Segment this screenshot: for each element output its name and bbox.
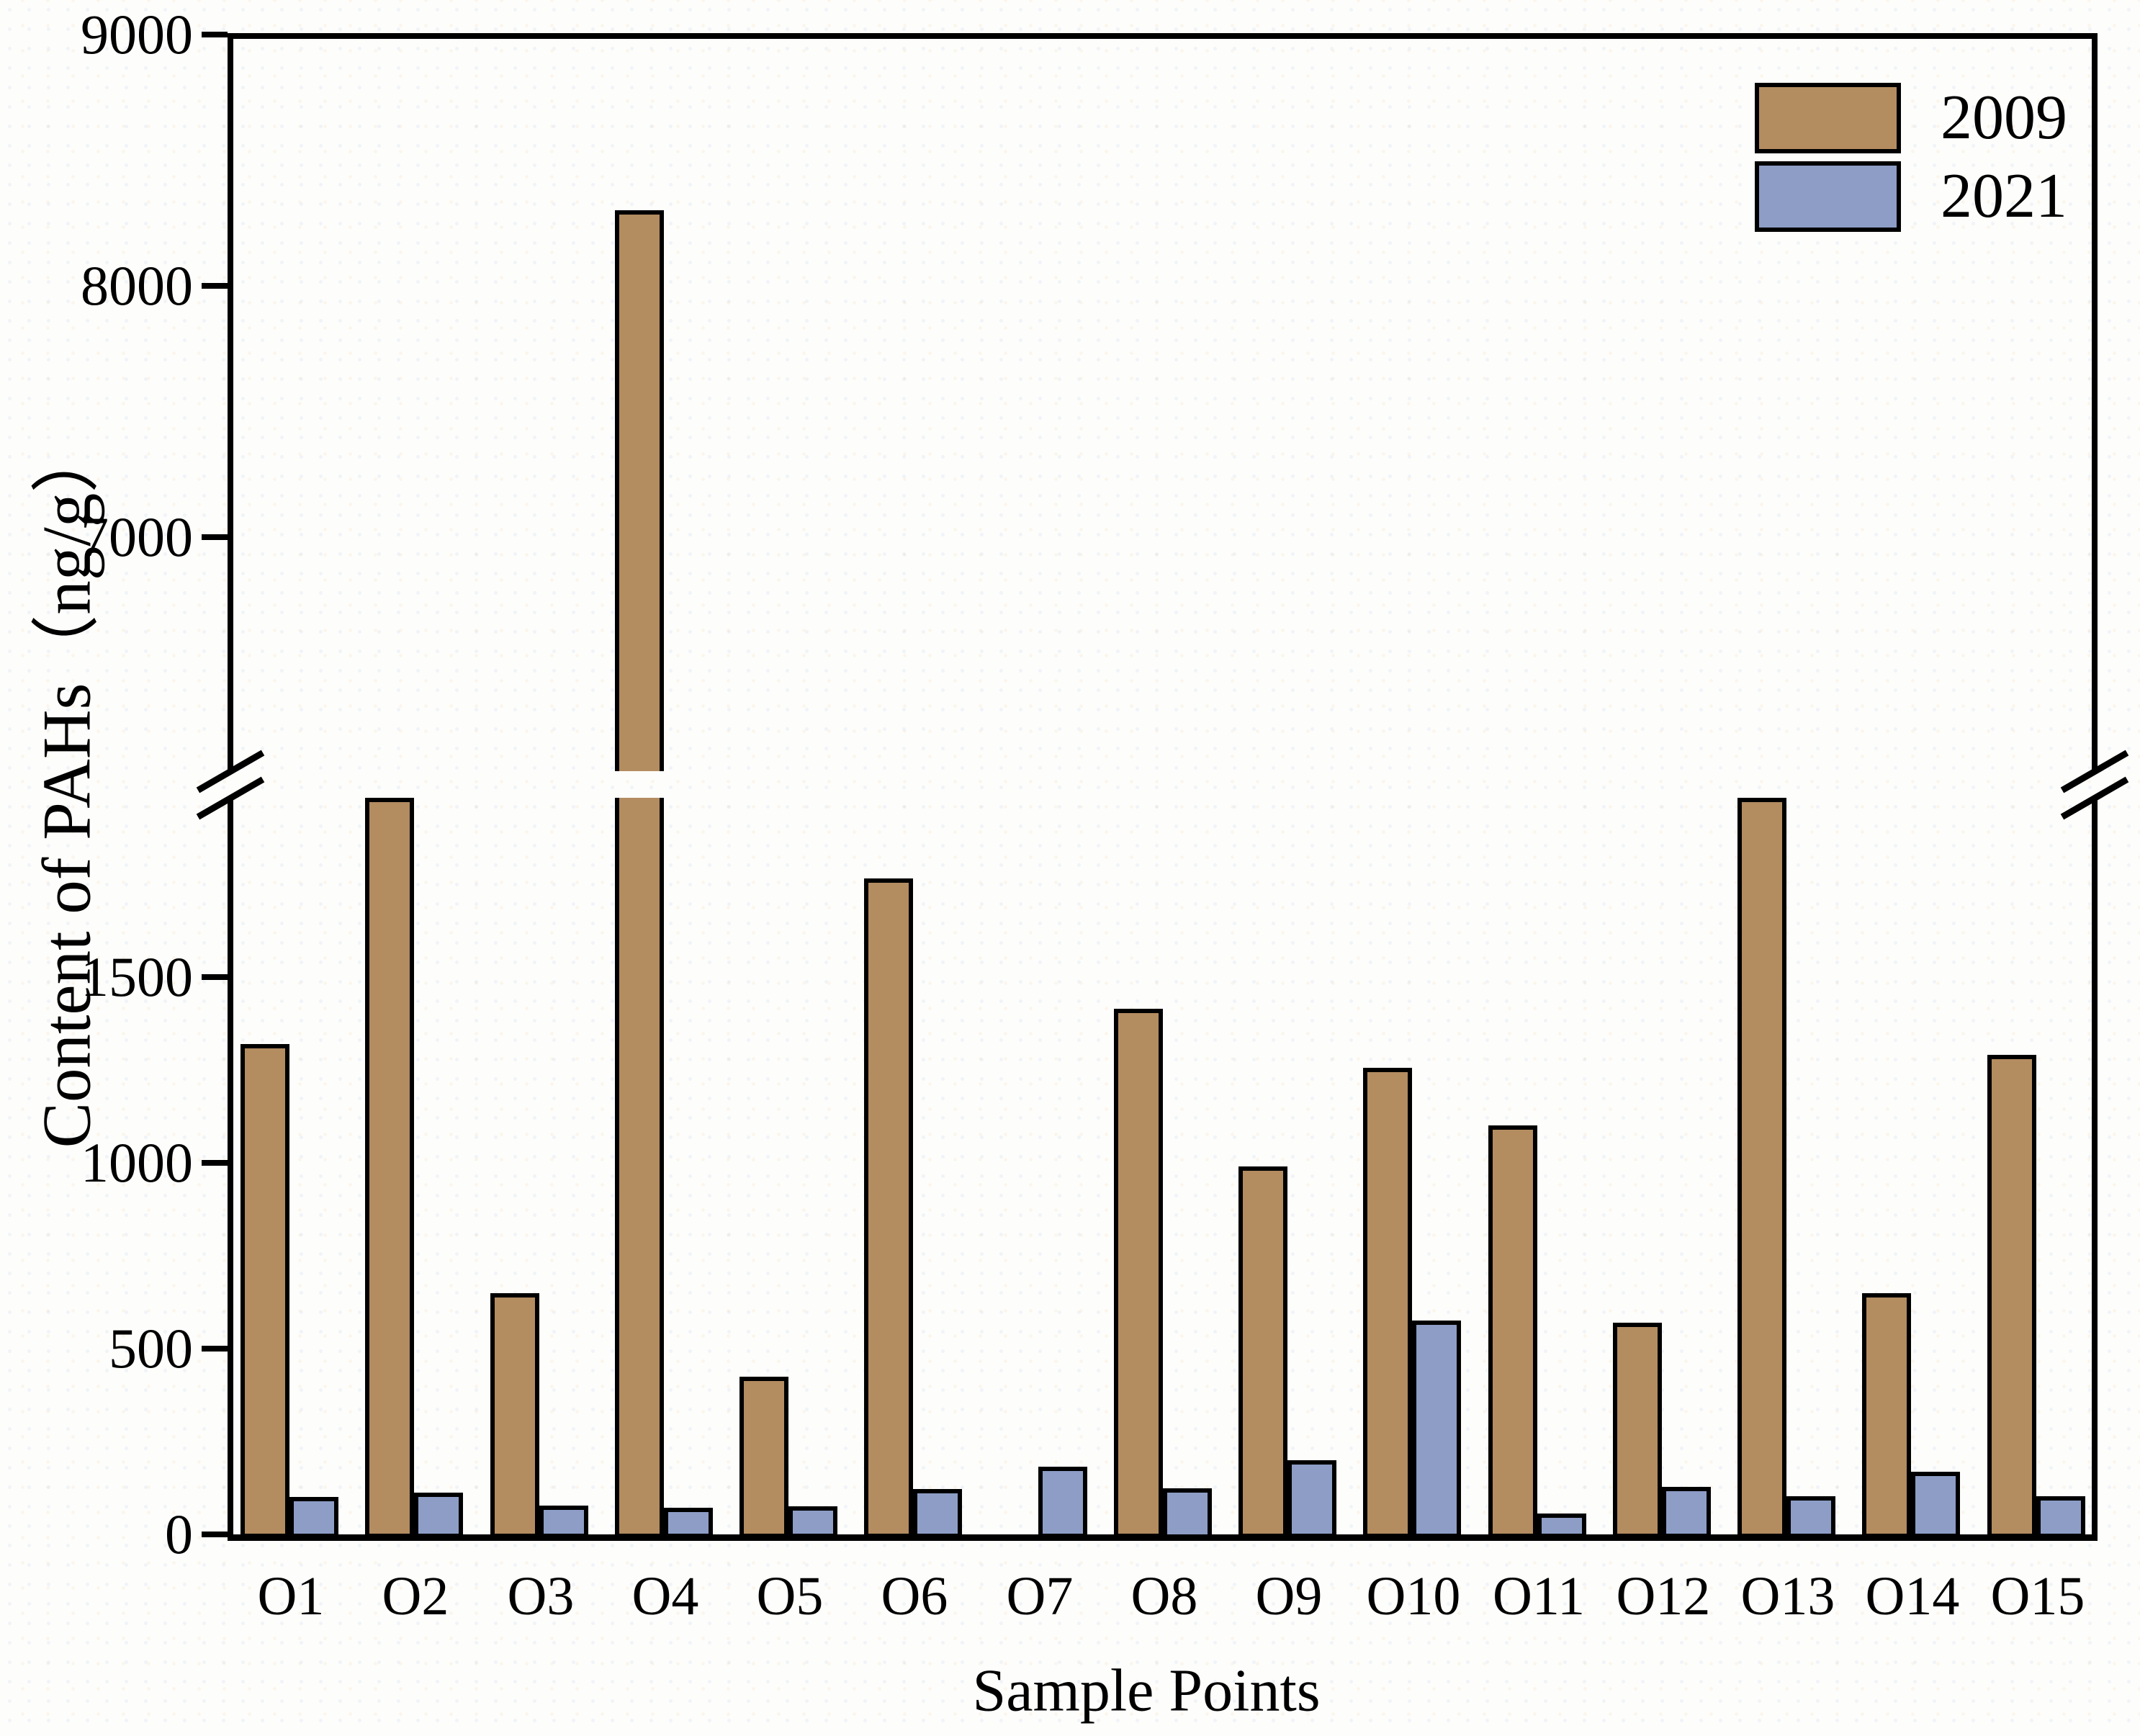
- x-tick-label-O3: O3: [507, 1566, 575, 1627]
- bar-2009-O3: [490, 1293, 539, 1538]
- bar-2021-O7: [1038, 1467, 1087, 1538]
- bar-2009-O5: [739, 1377, 788, 1538]
- x-tick-label-O9: O9: [1255, 1566, 1323, 1627]
- right-axis-lower-segment: [2092, 798, 2098, 1541]
- y-tick-label-1000: 1000: [81, 1131, 193, 1194]
- y-axis-upper-segment: [228, 33, 233, 771]
- y-tick-label-8000: 8000: [81, 254, 193, 317]
- x-tick-label-O7: O7: [1006, 1566, 1074, 1627]
- x-tick-label-O12: O12: [1616, 1566, 1711, 1627]
- bar-2009-O1: [240, 1044, 289, 1538]
- bar-2021-O1: [289, 1497, 338, 1538]
- legend-label-2009: 2009: [1941, 83, 2067, 153]
- x-tick-label-O8: O8: [1130, 1566, 1198, 1627]
- x-tick-label-O2: O2: [382, 1566, 449, 1627]
- bar-2009-O11: [1488, 1125, 1537, 1538]
- legend-item-2021: 2021: [1755, 161, 2067, 232]
- x-tick-label-O1: O1: [257, 1566, 325, 1627]
- bar-2021-O4: [664, 1508, 713, 1538]
- y-tick-upper-9000: [202, 32, 228, 37]
- y-tick-lower-0: [202, 1532, 228, 1537]
- legend-swatch-2009-icon: [1755, 83, 1901, 153]
- x-axis-title: Sample Points: [972, 1657, 1321, 1724]
- bar-2021-O10: [1412, 1321, 1461, 1538]
- x-tick-label-O11: O11: [1492, 1566, 1586, 1627]
- y-tick-label-9000: 9000: [81, 3, 193, 66]
- y-tick-label-1500: 1500: [81, 945, 193, 1008]
- y-tick-label-7000: 7000: [81, 505, 193, 568]
- right-axis-upper-segment: [2092, 33, 2098, 771]
- bar-2021-O14: [1911, 1472, 1960, 1538]
- bar-2021-O13: [1786, 1496, 1835, 1538]
- bar-2009-O6: [864, 878, 913, 1538]
- bar-2021-O9: [1287, 1460, 1336, 1538]
- x-tick-label-O13: O13: [1740, 1566, 1835, 1627]
- bar-2009-O13: [1737, 798, 1786, 1538]
- bar-2009-O12: [1613, 1323, 1662, 1538]
- bar-2021-O2: [414, 1493, 463, 1538]
- legend-swatch-2021-icon: [1755, 161, 1901, 232]
- bar-2009-O4-lower: [615, 798, 664, 1538]
- x-axis-line: [228, 1534, 2098, 1541]
- y-tick-lower-1500: [202, 974, 228, 980]
- x-tick-label-O14: O14: [1865, 1566, 1960, 1627]
- legend-label-2021: 2021: [1941, 161, 2067, 231]
- bar-2021-O12: [1662, 1487, 1711, 1538]
- legend-item-2009: 2009: [1755, 83, 2067, 153]
- bar-2009-O9: [1238, 1166, 1287, 1538]
- plot-frame-top: [228, 33, 2098, 39]
- y-axis-lower-segment: [228, 798, 233, 1541]
- x-tick-label-O5: O5: [756, 1566, 824, 1627]
- y-tick-upper-8000: [202, 283, 228, 289]
- bar-2021-O15: [2036, 1496, 2085, 1538]
- bar-2009-O4-upper: [615, 210, 664, 771]
- bar-2021-O3: [539, 1506, 588, 1538]
- y-tick-label-500: 500: [109, 1317, 193, 1380]
- bar-2021-O8: [1163, 1488, 1212, 1539]
- y-tick-upper-7000: [202, 534, 228, 540]
- bar-2009-O2: [365, 798, 414, 1538]
- x-tick-label-O15: O15: [1990, 1566, 2085, 1627]
- bar-2009-O15: [1987, 1055, 2036, 1538]
- bar-2021-O5: [788, 1506, 837, 1538]
- x-tick-label-O10: O10: [1366, 1566, 1461, 1627]
- x-tick-label-O6: O6: [881, 1566, 948, 1627]
- bar-2009-O10: [1363, 1068, 1412, 1538]
- y-tick-lower-500: [202, 1346, 228, 1352]
- y-tick-lower-1000: [202, 1160, 228, 1166]
- y-tick-label-0: 0: [165, 1503, 193, 1565]
- bar-2009-O8: [1114, 1009, 1163, 1538]
- x-tick-label-O4: O4: [631, 1566, 699, 1627]
- bar-2021-O6: [913, 1489, 962, 1538]
- legend: 2009 2021: [1755, 83, 2067, 240]
- bar-2009-O14: [1862, 1293, 1911, 1538]
